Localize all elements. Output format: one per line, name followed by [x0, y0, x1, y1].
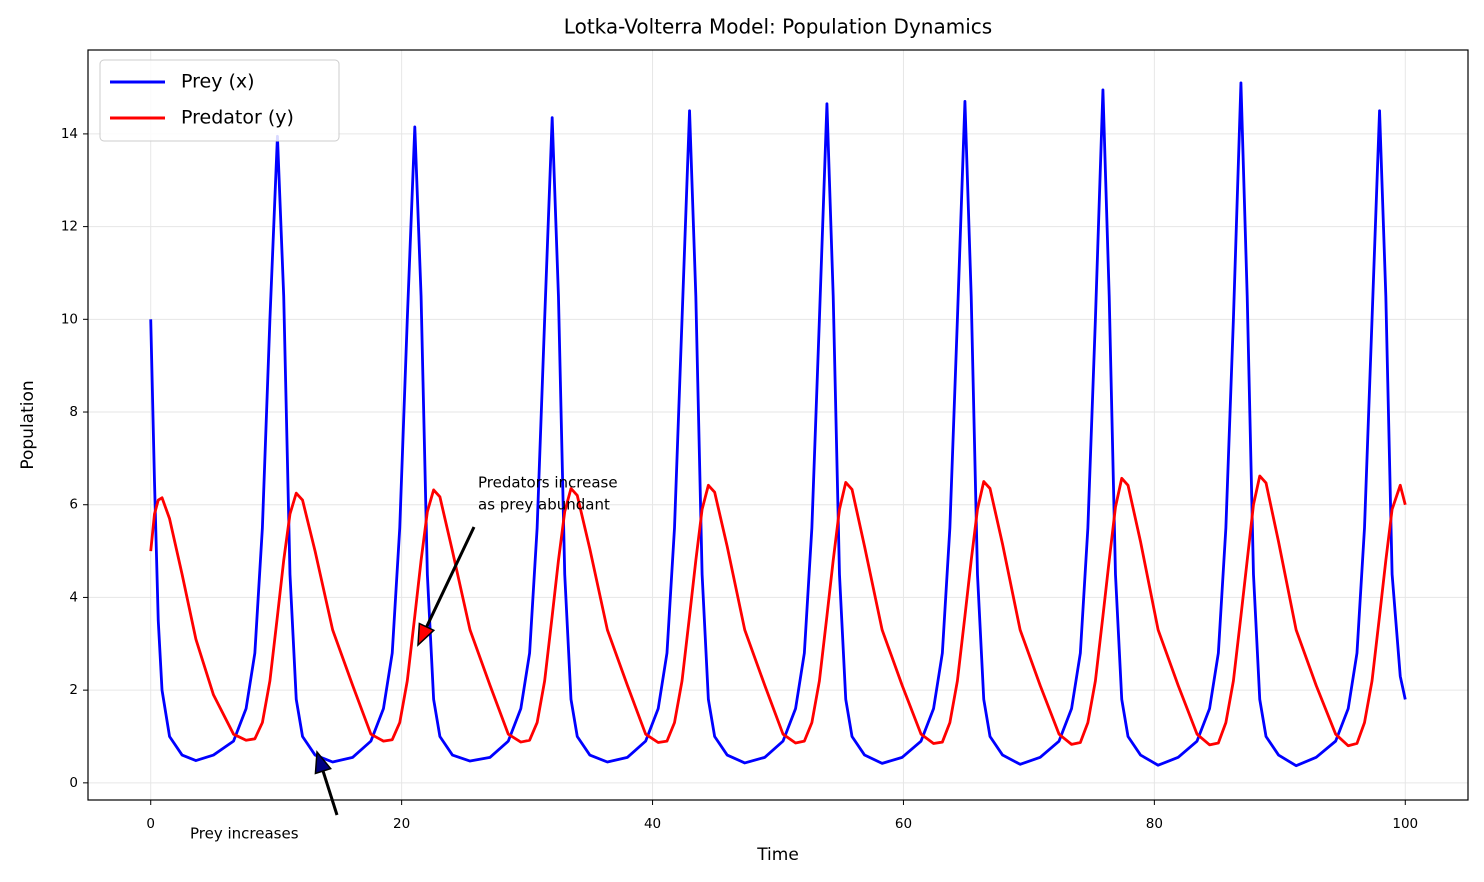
legend-label: Prey (x) — [181, 71, 255, 93]
y-tick-label: 8 — [69, 404, 78, 420]
x-tick-label: 40 — [644, 816, 661, 832]
axes-frame — [87, 49, 1469, 801]
legend-label: Predator (y) — [181, 107, 294, 129]
legend-box — [99, 59, 340, 142]
x-tick-label: 60 — [895, 816, 912, 832]
x-tick-label: 20 — [393, 816, 410, 832]
y-tick-label: 0 — [69, 775, 78, 791]
y-tick-label: 6 — [69, 497, 78, 513]
x-tick-label: 80 — [1146, 816, 1163, 832]
series-line — [149, 81, 1407, 768]
y-tick-label: 2 — [69, 682, 78, 698]
y-tick-label: 12 — [61, 219, 78, 235]
x-tick-label: 100 — [1392, 816, 1418, 832]
series-line — [149, 474, 1407, 748]
y-tick-label: 4 — [69, 589, 78, 605]
y-tick-label: 14 — [61, 126, 78, 142]
annotation-arrow-head — [417, 622, 436, 647]
y-tick-label: 10 — [61, 311, 78, 327]
chart-title: Lotka-Volterra Model: Population Dynamic… — [564, 15, 992, 39]
annotation-arrow-head — [314, 750, 332, 775]
x-axis-label: Time — [756, 845, 799, 865]
annotation-arrow-shaft — [321, 770, 339, 816]
x-tick-label: 0 — [146, 816, 155, 832]
y-axis-label: Population — [18, 380, 38, 469]
annotation-text: Predators increase — [478, 474, 618, 492]
annotation-text: Prey increases — [190, 825, 299, 843]
annotation-arrow-shaft — [425, 526, 476, 628]
annotation-text: as prey abundant — [478, 496, 610, 514]
